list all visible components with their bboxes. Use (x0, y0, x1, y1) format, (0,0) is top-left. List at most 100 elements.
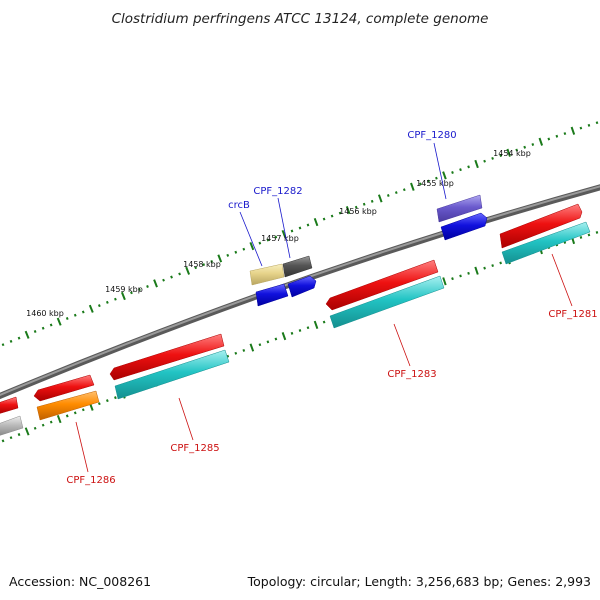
scale-label-1454: 1454 kbp (493, 149, 531, 158)
inner-scale-tick (81, 408, 85, 412)
inner-scale-tick (451, 277, 454, 281)
label-CPF_1285[interactable]: CPF_1285 (170, 443, 219, 454)
outer-scale-tick (258, 241, 262, 245)
outer-scale-tick (120, 291, 126, 301)
gene-CPF_1285[interactable] (109, 333, 230, 400)
scale-label-1455: 1455 kbp (416, 179, 454, 188)
outer-scale-tick (33, 330, 37, 333)
label-CPF_1281[interactable]: CPF_1281 (548, 309, 597, 320)
leader-CPF_1286 (75, 421, 89, 473)
inner-scale-tick (579, 236, 583, 239)
gene-CPF_1286[interactable] (33, 374, 100, 421)
inner-scale-tick (281, 332, 287, 341)
outer-scale-tick (130, 291, 133, 295)
label-CPF_1280[interactable]: CPF_1280 (407, 130, 456, 141)
leader-CPF_1282 (277, 197, 291, 259)
outer-scale-tick (523, 145, 527, 149)
inner-scale-tick (474, 266, 479, 275)
inner-scale-tick (114, 396, 117, 400)
inner-scale-tick (17, 433, 21, 437)
leader-crcB (239, 211, 263, 267)
inner-scale-tick (105, 399, 109, 403)
inner-scale-tick (306, 326, 310, 330)
outer-scale-tick (194, 266, 198, 270)
scale-label-1457: 1457 kbp (261, 234, 299, 243)
inner-scale-tick (49, 420, 53, 424)
inner-scale-tick (234, 351, 238, 355)
outer-scale-tick (274, 235, 278, 239)
inner-scale-tick (298, 329, 302, 332)
outer-scale-tick (555, 134, 559, 138)
outer-scale-tick (306, 223, 310, 227)
label-crcB[interactable]: crcB (228, 200, 250, 211)
outer-scale-tick (402, 188, 406, 192)
inner-scale-tick (226, 354, 230, 358)
inner-scale-tick (587, 233, 591, 237)
outer-scale-tick (377, 194, 383, 203)
outer-scale-tick (330, 214, 334, 218)
outer-scale-tick (419, 182, 422, 186)
outer-scale-tick (563, 132, 567, 136)
outer-scale-tick (81, 310, 85, 314)
inner-scale-tick (97, 402, 101, 406)
label-CPF_1283[interactable]: CPF_1283 (387, 369, 436, 380)
inner-scale-tick (499, 261, 502, 265)
inner-scale-tick (467, 271, 470, 275)
outer-scale-tick (338, 211, 342, 215)
outer-scale-tick (290, 229, 294, 233)
gene-CPF_1283[interactable] (325, 259, 445, 329)
inner-scale-tick (249, 343, 255, 352)
outer-scale-tick (467, 165, 470, 169)
outer-scale-tick (226, 253, 230, 257)
outer-scale-tick (570, 126, 576, 135)
outer-scale-tick (427, 179, 430, 183)
gene-CPF_1282[interactable] (282, 255, 317, 298)
outer-scale-tick (88, 304, 94, 313)
outer-scale-tick (24, 330, 30, 339)
outer-scale-tick (17, 336, 21, 340)
outer-scale-tick (97, 304, 101, 308)
scale-label-1459: 1459 kbp (105, 285, 143, 294)
outer-scale-tick (65, 317, 69, 320)
inner-scale-tick (266, 340, 270, 344)
outer-scale-tick (410, 182, 415, 191)
outer-scale-tick (386, 194, 390, 197)
outer-scale-tick (202, 263, 206, 267)
label-CPF_1282[interactable]: CPF_1282 (253, 186, 302, 197)
inner-scale-tick (290, 331, 294, 335)
outer-scale-tick (435, 176, 438, 180)
inner-scale-tick (274, 337, 278, 341)
scale-label-1456: 1456 kbp (339, 207, 377, 216)
outer-scale-tick (547, 137, 551, 141)
outer-scale-tick (459, 168, 462, 172)
gene-left-edge[interactable] (0, 396, 24, 436)
outer-scale-tick (114, 297, 117, 301)
outer-scale-tick (442, 171, 447, 180)
gene-crcB[interactable] (249, 263, 289, 307)
label-CPF_1286[interactable]: CPF_1286 (66, 475, 115, 486)
outer-scale-tick (483, 159, 486, 163)
outer-scale-tick (1, 343, 5, 347)
outer-scale-tick (298, 226, 302, 230)
outer-scale-tick (185, 266, 191, 275)
outer-scale-tick (242, 247, 246, 251)
inner-scale-tick (65, 414, 69, 418)
outer-scale-tick (41, 326, 45, 330)
outer-scale-tick (394, 191, 398, 195)
leader-CPF_1285 (178, 397, 194, 441)
gene-CPF_1280[interactable] (436, 194, 488, 241)
outer-scale-tick (49, 323, 53, 327)
outer-scale-tick (217, 254, 223, 263)
inner-scale-tick (595, 231, 599, 234)
gene-CPF_1281[interactable] (499, 203, 591, 265)
outer-scale-tick (234, 250, 238, 254)
outer-scale-tick (153, 279, 158, 288)
outer-scale-tick (249, 242, 255, 251)
outer-scale-tick (162, 278, 165, 282)
leader-CPF_1283 (393, 323, 411, 367)
inner-scale-tick (313, 320, 319, 330)
outer-scale-tick (538, 137, 544, 146)
scale-label-1458: 1458 kbp (183, 260, 221, 269)
inner-scale-tick (33, 426, 37, 430)
